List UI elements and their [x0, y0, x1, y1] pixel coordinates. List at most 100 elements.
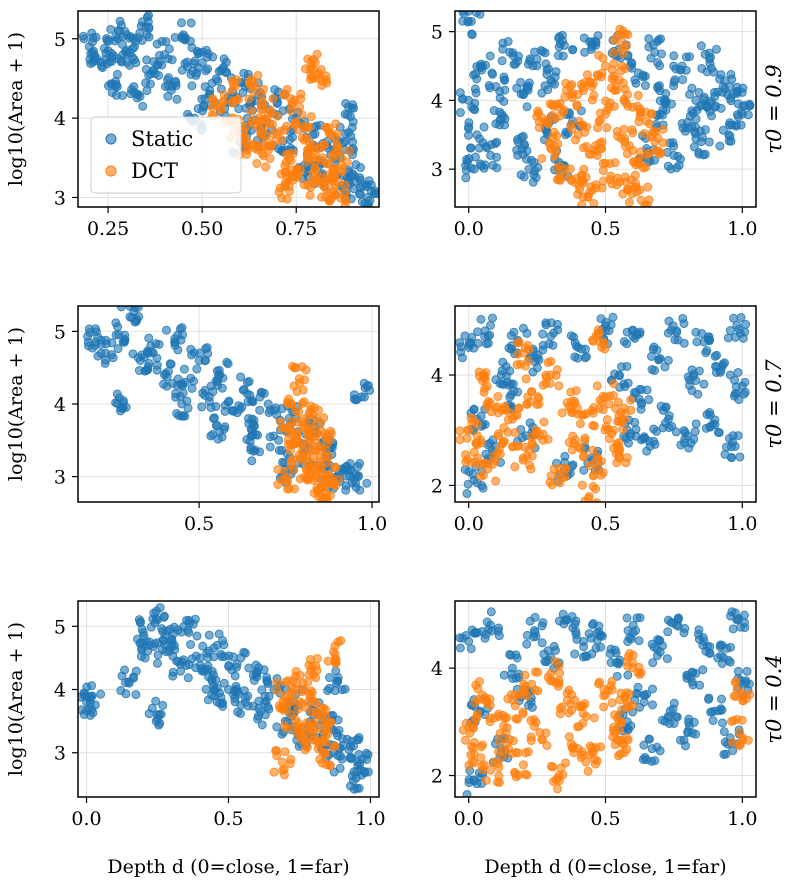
dct-point — [331, 119, 341, 129]
static-point — [469, 104, 479, 114]
static-point — [725, 82, 735, 92]
static-point — [211, 74, 221, 84]
static-point — [495, 107, 505, 117]
static-point — [593, 31, 603, 41]
static-point — [612, 671, 622, 681]
dct-point — [514, 770, 524, 780]
dct-point — [525, 397, 535, 407]
dct-point — [589, 713, 599, 723]
dct-point — [579, 78, 589, 88]
static-point — [265, 432, 275, 442]
static-point — [708, 716, 718, 726]
dct-point — [587, 505, 595, 513]
dct-point — [325, 718, 335, 728]
dct-point — [537, 735, 547, 745]
dct-point — [609, 71, 619, 81]
static-point — [172, 94, 182, 104]
static-point — [655, 96, 665, 106]
x-tick-label: 1.0 — [355, 808, 385, 830]
dct-point — [576, 701, 586, 711]
static-point — [91, 32, 101, 42]
static-point — [161, 368, 171, 378]
static-point — [691, 729, 701, 739]
static-point — [533, 162, 543, 172]
static-point — [456, 342, 466, 352]
dct-point — [272, 686, 282, 696]
dct-point — [340, 188, 350, 198]
dct-point — [282, 424, 292, 434]
dct-point — [632, 206, 637, 207]
dct-point — [602, 123, 612, 133]
static-point — [728, 624, 738, 634]
y-tick-label: 3 — [54, 187, 66, 209]
static-point — [106, 24, 116, 34]
static-point — [475, 159, 485, 169]
static-point — [704, 137, 714, 147]
static-point — [745, 101, 755, 111]
static-point — [663, 627, 673, 637]
static-point — [209, 643, 219, 653]
dct-point — [264, 141, 274, 151]
static-point — [704, 693, 714, 703]
static-point — [738, 83, 748, 93]
dct-point — [565, 164, 575, 174]
x-tick-label: 0.50 — [181, 218, 223, 240]
y-tick-label: 3 — [431, 159, 443, 181]
static-point — [508, 379, 518, 389]
x-axis-label: Depth d (0=close, 1=far) — [107, 856, 349, 878]
dct-point — [460, 735, 470, 745]
dct-point — [476, 753, 486, 763]
static-point — [587, 620, 597, 630]
dct-point — [283, 399, 293, 409]
dct-point — [218, 96, 228, 106]
dct-point — [554, 776, 564, 786]
row-label: τ0 = 0.4 — [762, 654, 786, 743]
static-point — [103, 81, 113, 91]
dct-point — [588, 445, 598, 455]
dct-point — [317, 192, 327, 202]
static-point — [614, 371, 624, 381]
dct-point — [598, 166, 608, 176]
dct-point — [609, 59, 619, 69]
static-point — [126, 89, 136, 99]
dct-point — [491, 476, 501, 486]
static-point — [209, 652, 219, 662]
static-point — [197, 402, 207, 412]
static-point — [203, 695, 213, 705]
static-point — [727, 74, 737, 84]
dct-point — [522, 770, 532, 780]
dct-point — [541, 370, 551, 380]
static-point — [142, 55, 152, 65]
static-point — [630, 333, 640, 343]
static-point — [277, 404, 287, 414]
static-point — [500, 75, 510, 85]
dct-point — [596, 742, 606, 752]
static-point — [171, 78, 181, 88]
static-point — [255, 405, 265, 415]
static-point — [642, 385, 652, 395]
dct-point — [635, 670, 645, 680]
static-point — [242, 389, 252, 399]
static-point — [734, 395, 744, 405]
static-point — [701, 100, 711, 110]
static-point — [619, 337, 629, 347]
static-point — [517, 433, 527, 443]
dct-point — [316, 418, 326, 428]
dct-point — [533, 108, 543, 118]
static-point — [219, 678, 229, 688]
static-point — [669, 51, 679, 61]
static-point — [715, 141, 725, 151]
dct-point — [232, 75, 242, 85]
static-point — [573, 353, 583, 363]
static-point — [259, 665, 269, 675]
dct-point — [312, 665, 322, 675]
static-point — [596, 630, 606, 640]
static-point — [723, 333, 733, 343]
static-point — [697, 132, 707, 142]
static-point — [683, 117, 693, 127]
y-tick-label: 3 — [54, 467, 66, 489]
dct-point — [653, 133, 663, 143]
dct-point — [603, 425, 613, 435]
dct-point — [290, 120, 300, 130]
dct-point — [455, 426, 465, 436]
